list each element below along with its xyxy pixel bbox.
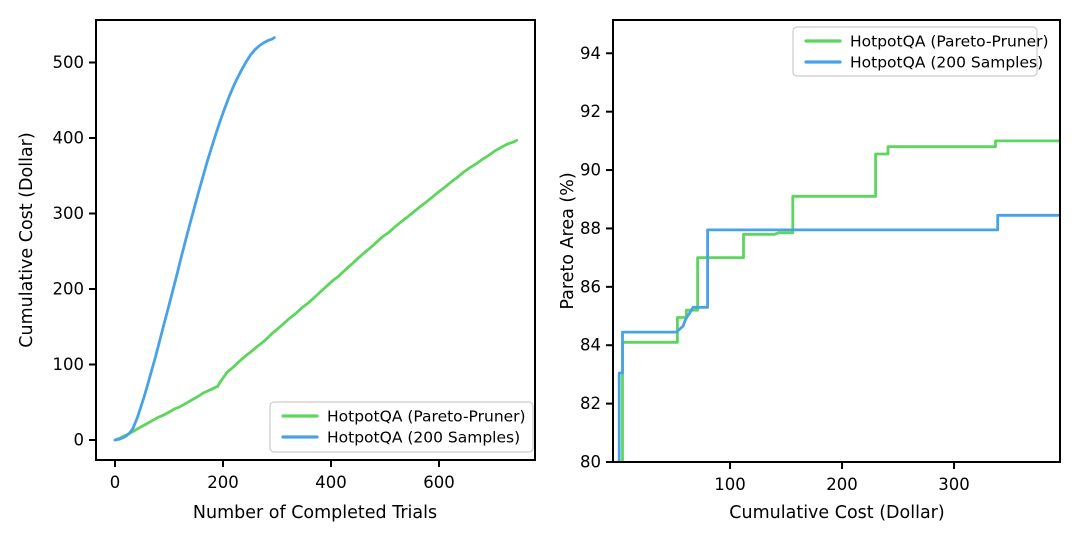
pareto-area-vs-cost-chart: 100 200 300 80 82 84 86 88 90 92 94 HotpotQA (Paret… <box>580 19 1061 494</box>
y-tick-label: 200 <box>53 279 85 298</box>
series-line <box>113 138 519 442</box>
x-tick-label: 300 <box>938 475 970 494</box>
legend-box <box>792 26 1038 77</box>
y-tick-label: 300 <box>53 204 85 223</box>
y-tick-label: 94 <box>580 44 601 63</box>
y-tick-label: 92 <box>580 102 601 121</box>
series-line <box>621 139 1060 462</box>
left-xaxis-label: Number of Completed Trials <box>192 503 438 523</box>
y-tick-label: 86 <box>580 277 601 296</box>
legend-label: HotpotQA (Pareto-Pruner) <box>850 33 1049 51</box>
legend-label: HotpotQA (Pareto-Pruner) <box>327 408 526 426</box>
y-tick-label: 90 <box>580 161 601 180</box>
y-tick-label: 500 <box>53 53 85 72</box>
y-tick-label: 80 <box>580 453 601 472</box>
left-yaxis-label: Cumulative Cost (Dollar) <box>17 132 37 348</box>
x-tick-label: 0 <box>110 473 121 492</box>
right-chart-panel: 100 200 300 80 82 84 86 88 90 92 94 HotpotQA (Paret… <box>540 0 1080 540</box>
x-tick-label: 200 <box>207 473 239 492</box>
y-tick-label: 84 <box>580 336 601 355</box>
x-tick-label: 600 <box>423 473 455 492</box>
right-yaxis-label: Pareto Area (%) <box>558 172 578 310</box>
y-tick-label: 82 <box>580 394 601 413</box>
y-tick-label: 400 <box>53 129 85 148</box>
series-line <box>617 213 1060 462</box>
legend-label: HotpotQA (200 Samples) <box>327 429 520 447</box>
x-tick-label: 100 <box>714 475 746 494</box>
legend-box <box>269 401 534 453</box>
y-tick-label: 88 <box>580 219 601 238</box>
x-tick-label: 200 <box>826 475 858 494</box>
y-tick-label: 100 <box>53 355 85 374</box>
series-line <box>113 36 276 442</box>
legend-label: HotpotQA (200 Samples) <box>850 54 1043 72</box>
y-tick-label: 0 <box>74 430 85 449</box>
left-chart-panel: 0 200 400 600 0 100 200 300 400 500 HotpotQA (Pare… <box>17 19 536 523</box>
right-xaxis-label: Cumulative Cost (Dollar) <box>729 503 945 523</box>
cumulative-cost-vs-trials-chart: 0 200 400 600 0 100 200 300 400 500 HotpotQA (Pare… <box>53 19 536 492</box>
x-tick-label: 400 <box>315 473 347 492</box>
